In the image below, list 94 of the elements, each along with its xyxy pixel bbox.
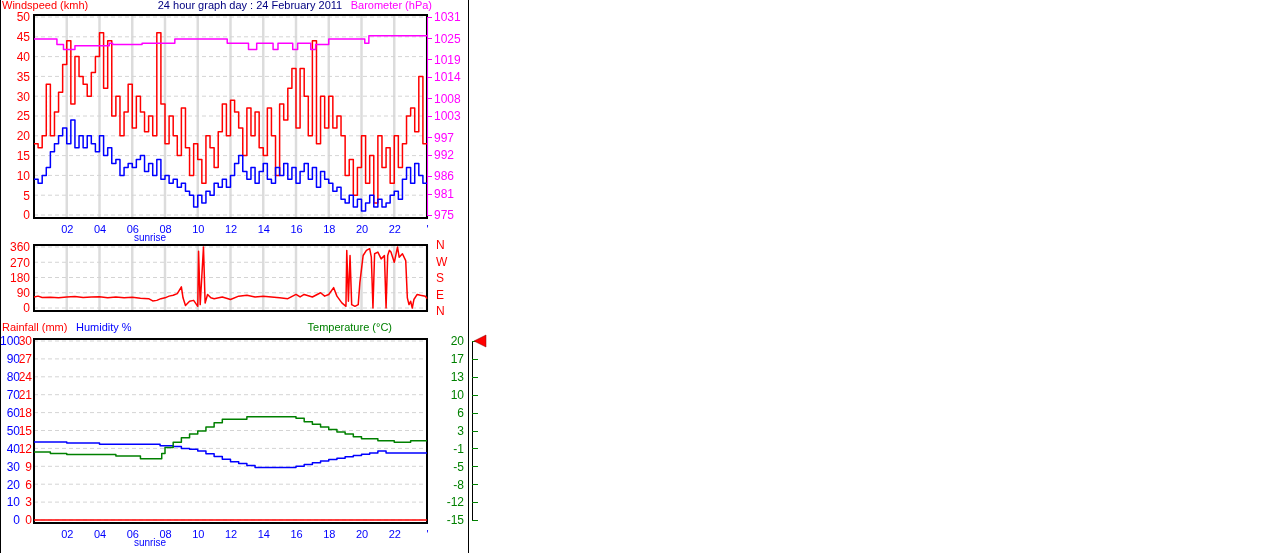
x-tick-label: 20 (355, 222, 369, 235)
y-tick-label: 90 (6, 352, 21, 367)
x-tick-label: 16 (290, 527, 303, 540)
y-tick-label: 50 (6, 423, 21, 438)
y3-tick-label: 6 (25, 477, 33, 492)
x-tick-label: 04 (93, 527, 107, 540)
x-tick-label: 10 (192, 222, 205, 235)
y-tick-label: 25 (16, 109, 31, 124)
y-axis-title: Humidity % (76, 321, 132, 333)
text: N (436, 304, 445, 319)
x-tick-label: 04 (93, 222, 107, 235)
y-tick-label: 0 (13, 513, 21, 528)
text: W (436, 254, 448, 269)
x-tick-label: 08 (159, 527, 172, 540)
y-tick-label: 0 (23, 208, 31, 223)
y2-tick-label: 10 (450, 388, 465, 403)
y-tick-label: 360 (9, 240, 31, 255)
y2-tick-label: -1 (453, 441, 465, 456)
y-tick-label: 60 (6, 405, 21, 420)
x-tick-label: 16 (290, 222, 303, 235)
y2-axis-title: Barometer (hPa) (350, 0, 432, 11)
x-tick-label: 02 (61, 527, 74, 540)
x-tick-label: 14 (257, 527, 270, 540)
y3-axis-title: Rainfall (mm) (2, 321, 68, 333)
x-tick-label: 10 (192, 527, 205, 540)
y-tick-label: 90 (16, 286, 31, 301)
y2-tick-label: 1003 (434, 109, 462, 124)
chart-title: 24 hour graph day : 24 February 2011 (157, 0, 343, 11)
y2-axis-title: Temperature (°C) (307, 321, 392, 333)
x-tick-label: ' (426, 222, 429, 235)
y-tick-label: 15 (16, 148, 31, 163)
x-tick-label: 02 (61, 222, 74, 235)
y2-tick-label: -15 (446, 513, 465, 528)
y2-tick-label: 997 (434, 130, 455, 145)
x-tick-label: 22 (388, 527, 401, 540)
y-tick-label: 70 (6, 388, 21, 403)
y2-tick-label: -8 (453, 477, 465, 492)
text: N (436, 238, 445, 253)
y-tick-label: 35 (16, 69, 31, 84)
y2-tick-label: 981 (434, 187, 455, 202)
y-tick-label: 180 (9, 270, 31, 285)
y-tick-label: 40 (16, 49, 31, 64)
y-tick-label: 270 (9, 255, 31, 270)
y3-tick-label: 9 (25, 459, 33, 474)
y-tick-label: 10 (6, 495, 21, 510)
y2-tick-label: 20 (450, 334, 465, 349)
y-tick-label: 0 (23, 301, 31, 316)
y-tick-label: 80 (6, 370, 21, 385)
y3-tick-label: 3 (25, 495, 33, 510)
y-tick-label: 100 (0, 334, 21, 349)
y-axis-title: Windspeed (kmh) (2, 0, 89, 11)
y2-tick-label: 6 (457, 405, 465, 420)
y3-tick-label: 18 (18, 405, 33, 420)
x-tick-label: 08 (159, 222, 172, 235)
y2-tick-label: 13 (450, 370, 465, 385)
y2-tick-label: 1031 (434, 10, 462, 25)
y2-tick-label: 1014 (434, 70, 462, 85)
y-tick-label: 20 (16, 129, 31, 144)
text: E (436, 287, 445, 302)
y2-tick-label: 1025 (434, 31, 462, 46)
x-tick-label: 06 (126, 527, 139, 540)
y2-tick-label: 975 (434, 208, 455, 223)
y3-tick-label: 24 (18, 370, 33, 385)
x-tick-label: 14 (257, 222, 270, 235)
text: sunrise (133, 537, 167, 548)
x-tick-label: 22 (388, 222, 401, 235)
x-tick-label: 12 (224, 527, 238, 540)
x-tick-label: ' (426, 527, 429, 540)
y-tick-label: 40 (6, 441, 21, 456)
y2-tick-label: 992 (434, 148, 455, 163)
x-tick-label: 06 (126, 222, 139, 235)
y2-tick-label: -12 (446, 495, 465, 510)
y2-tick-label: -5 (453, 459, 465, 474)
x-tick-label: 12 (224, 222, 238, 235)
text: S (436, 271, 445, 286)
x-tick-label: 18 (323, 222, 336, 235)
y2-tick-label: 3 (457, 423, 465, 438)
y-tick-label: 50 (16, 10, 31, 25)
y-tick-label: 45 (16, 30, 31, 45)
y-tick-label: 10 (16, 168, 31, 183)
y2-tick-label: 1019 (434, 52, 462, 67)
y3-tick-label: 27 (18, 352, 33, 367)
y-tick-label: 20 (6, 477, 21, 492)
y2-tick-label: 1008 (434, 91, 462, 106)
y-tick-label: 30 (6, 459, 21, 474)
y2-tick-label: 17 (450, 352, 465, 367)
y3-tick-label: 21 (18, 388, 33, 403)
y2-tick-label: 986 (434, 169, 455, 184)
x-tick-label: 18 (323, 527, 336, 540)
y3-tick-label: 12 (18, 441, 33, 456)
text: sunrise (133, 232, 167, 243)
x-tick-label: 20 (355, 527, 369, 540)
y-tick-label: 30 (16, 89, 31, 104)
y-tick-label: 5 (23, 188, 31, 203)
